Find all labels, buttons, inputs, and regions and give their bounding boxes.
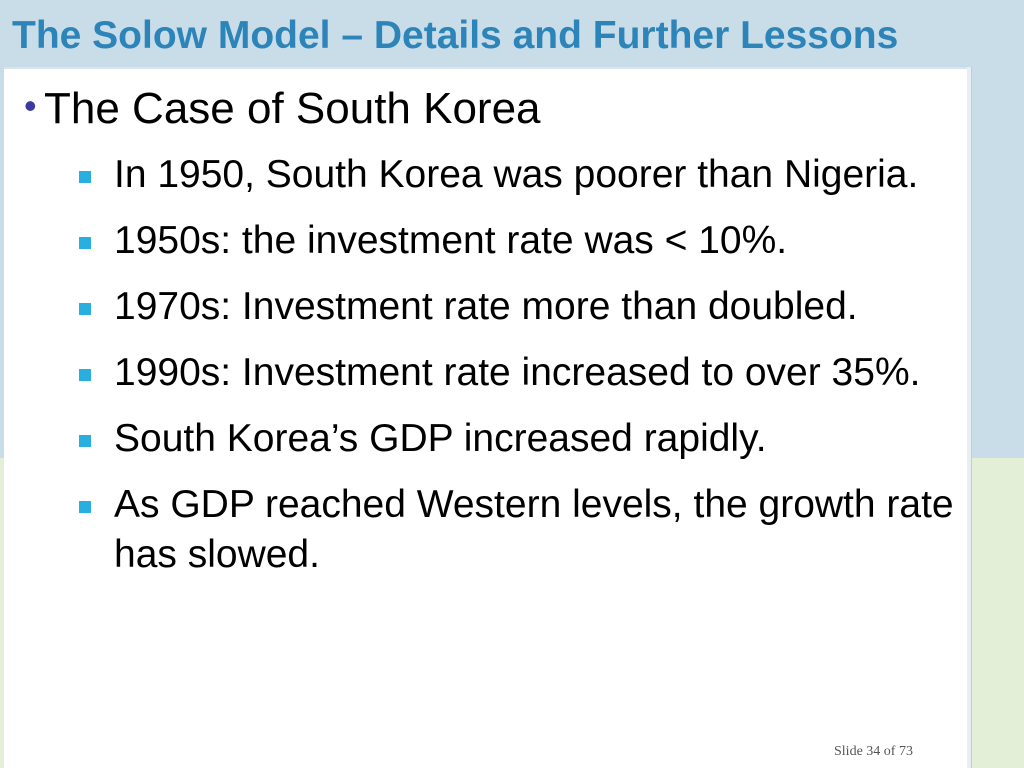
content-panel xyxy=(4,67,967,768)
bullet-list: In 1950, South Korea was poorer than Nig… xyxy=(79,150,959,596)
list-item: 1950s: the investment rate was < 10%. xyxy=(79,216,959,266)
square-bullet-icon xyxy=(79,501,91,513)
square-bullet-icon xyxy=(79,369,91,381)
bullet-text: 1970s: Investment rate more than doubled… xyxy=(114,285,858,328)
slide-title: The Solow Model – Details and Further Le… xyxy=(12,14,899,57)
bullet-text: South Korea’s GDP increased rapidly. xyxy=(114,417,767,460)
list-item: South Korea’s GDP increased rapidly. xyxy=(79,414,959,464)
round-bullet-icon: • xyxy=(24,85,37,126)
list-item: In 1950, South Korea was poorer than Nig… xyxy=(79,150,959,200)
slide-heading-text: The Case of South Korea xyxy=(44,84,541,133)
list-item: 1970s: Investment rate more than doubled… xyxy=(79,282,959,332)
slide-number: Slide 34 of 73 xyxy=(834,744,913,759)
list-item: 1990s: Investment rate increased to over… xyxy=(79,348,959,398)
bullet-text: In 1950, South Korea was poorer than Nig… xyxy=(114,153,919,196)
bullet-text: 1950s: the investment rate was < 10%. xyxy=(114,219,788,262)
square-bullet-icon xyxy=(79,435,91,447)
square-bullet-icon xyxy=(79,171,91,183)
bullet-text: 1990s: Investment rate increased to over… xyxy=(114,351,921,394)
square-bullet-icon xyxy=(79,237,91,249)
list-item: As GDP reached Western levels, the growt… xyxy=(79,480,959,580)
slide-heading: • The Case of South Korea xyxy=(24,84,541,134)
bullet-text: As GDP reached Western levels, the growt… xyxy=(114,483,954,576)
square-bullet-icon xyxy=(79,303,91,315)
